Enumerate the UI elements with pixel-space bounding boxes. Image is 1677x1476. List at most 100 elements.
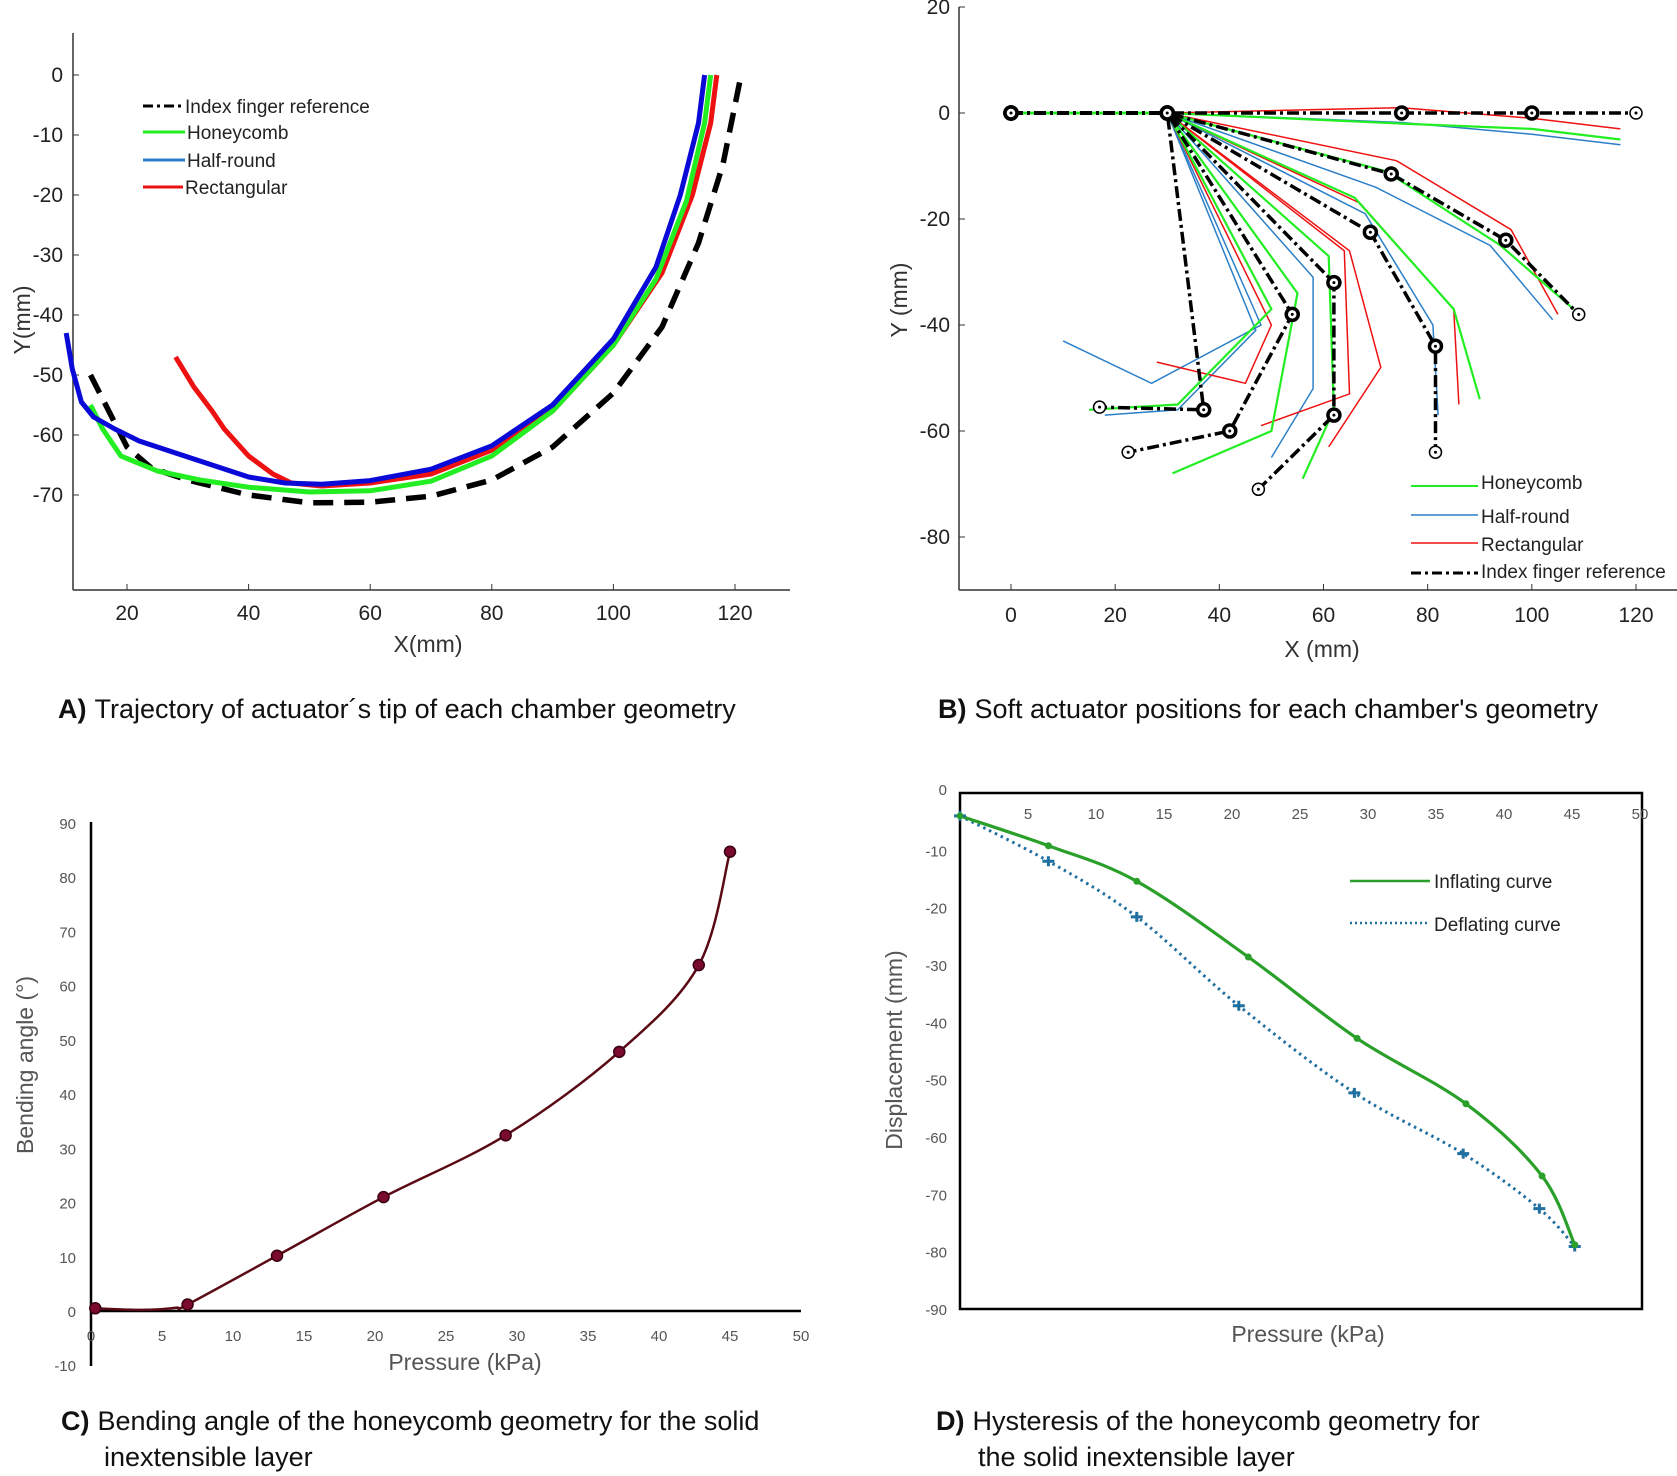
ytick-label-d: -20 <box>925 901 947 918</box>
xtick-label-c: 40 <box>651 1328 668 1345</box>
caption-d-label: D) <box>936 1406 965 1436</box>
point-d-inflating <box>1462 1100 1470 1108</box>
xtick-label-d: 35 <box>1428 806 1445 823</box>
legend-a-halfround: Half-round <box>187 151 276 172</box>
xtick-label-d: 40 <box>1496 806 1513 823</box>
caption-c: C) Bending angle of the honeycomb geometr… <box>61 1406 759 1436</box>
caption-b-label: B) <box>938 694 967 724</box>
joint-b-center <box>1228 429 1232 433</box>
ylabel-c: Bending angle (°) <box>12 976 38 1154</box>
ytick-label-d: -50 <box>925 1073 947 1090</box>
ytick-label-b: -20 <box>920 208 950 231</box>
chart-panel-b: 0 20 40 60 80 100 120 20 0 -20 -40 -60 -80 Y (mm) X … <box>886 0 1677 662</box>
point-d-inflating <box>1133 877 1141 885</box>
xlabel-d: Pressure (kPa) <box>1231 1321 1384 1347</box>
legend-b-ref: Index finger reference <box>1481 562 1666 583</box>
xtick-label-d: 30 <box>1360 806 1377 823</box>
xlabel-a: X(mm) <box>394 631 463 657</box>
point-d-inflating <box>1044 842 1052 850</box>
xtick-label-d: 25 <box>1292 806 1309 823</box>
joint-b-center <box>1504 238 1508 242</box>
ytick-label-c: 50 <box>59 1033 76 1050</box>
legend-b-halfround: Half-round <box>1481 507 1570 528</box>
xtick-label-b: 120 <box>1618 604 1653 627</box>
ytick-label-c: 40 <box>59 1087 76 1104</box>
ytick-label-a: -20 <box>33 184 63 207</box>
ytick-label-d: -80 <box>925 1245 947 1262</box>
ytick-label-b: 20 <box>927 0 950 19</box>
joint-b-center <box>1290 312 1294 316</box>
ytick-label-c: 10 <box>59 1250 76 1267</box>
series-d-deflating <box>959 814 1576 1248</box>
legend-a-ref: Index finger reference <box>185 97 370 118</box>
caption-a-label: A) <box>58 694 87 724</box>
point-c <box>723 845 737 858</box>
chart-panel-c: 0 5 10 15 20 25 30 35 40 45 509080706050403020100-… <box>12 816 809 1375</box>
series-b-reference <box>1011 111 1206 412</box>
point-d-inflating <box>956 812 964 820</box>
series-a-index-finger-reference <box>88 74 744 506</box>
point-c <box>181 1298 194 1311</box>
xtick-label-a: 40 <box>237 602 260 625</box>
ytick-label-c: 70 <box>59 924 76 941</box>
ytick-label-b: 0 <box>938 102 950 125</box>
xtick-label-b: 0 <box>1005 604 1017 627</box>
joint-b-center <box>1634 111 1638 115</box>
point-d-inflating <box>1538 1172 1546 1180</box>
xtick-label-b: 80 <box>1416 604 1439 627</box>
series-b-honeycomb <box>1011 111 1273 411</box>
xtick-label-d: 45 <box>1564 806 1581 823</box>
tick-group-c: 0 5 10 15 20 25 30 35 40 45 509080706050403020100-… <box>54 816 809 1375</box>
joint-b-center <box>1165 111 1169 115</box>
caption-d-text: Hysteresis of the honeycomb geometry for <box>973 1406 1480 1436</box>
xtick-label-c: 0 <box>87 1328 95 1345</box>
joint-b-center <box>1009 111 1013 115</box>
point-d-deflating <box>1042 856 1055 867</box>
xtick-label-a: 100 <box>596 602 631 625</box>
series-group-c <box>89 845 737 1315</box>
xtick-label-d: 15 <box>1156 806 1173 823</box>
series-b-rectangular <box>1011 112 1382 448</box>
caption-d-line2: the solid inextensible layer <box>978 1442 1295 1472</box>
caption-c-text: Bending angle of the honeycomb geometry … <box>98 1406 760 1436</box>
point-d-deflating <box>1232 1000 1245 1011</box>
xlabel-b: X (mm) <box>1284 636 1359 662</box>
legend-b: Honeycomb Half-round Rectangular Index f… <box>1411 473 1666 583</box>
point-d-deflating <box>1533 1203 1546 1214</box>
ytick-label-a: -60 <box>33 424 63 447</box>
series-b-halfround <box>1011 112 1262 385</box>
ylabel-b: Y (mm) <box>886 263 912 338</box>
point-d-deflating <box>1130 911 1143 922</box>
legend-d-inflating: Inflating curve <box>1434 872 1552 893</box>
xtick-label-c: 50 <box>793 1328 810 1345</box>
tick-group-b: 0 20 40 60 80 100 120 20 0 -20 -40 -60 -80 <box>920 0 1654 627</box>
joint-b-center <box>1256 487 1260 491</box>
ytick-label-c: -10 <box>54 1358 76 1375</box>
xtick-label-b: 40 <box>1208 604 1231 627</box>
joint-b-center <box>1368 230 1372 234</box>
joint-b-center <box>1400 111 1404 115</box>
series-a-honeycomb <box>88 74 714 495</box>
caption-c-label: C) <box>61 1406 90 1436</box>
caption-a-text: Trajectory of actuator´s tip of each cha… <box>95 694 737 724</box>
xtick-label-b: 20 <box>1103 604 1126 627</box>
joint-b-center <box>1332 413 1336 417</box>
joint-b-center <box>1202 408 1206 412</box>
point-c <box>89 1302 102 1315</box>
ytick-label-c: 90 <box>59 816 76 833</box>
point-c <box>377 1190 390 1204</box>
xtick-label-d: 50 <box>1632 806 1649 823</box>
xtick-label-c: 25 <box>438 1328 455 1345</box>
series-b-honeycomb <box>1011 111 1481 400</box>
series-b-reference <box>1011 111 1580 316</box>
ytick-label-c: 0 <box>68 1304 76 1321</box>
caption-a: A) Trajectory of actuator´s tip of each c… <box>58 694 736 724</box>
ytick-label-a: -10 <box>33 124 63 147</box>
series-group-b <box>1003 105 1643 497</box>
legend-d-deflating: Deflating curve <box>1434 915 1561 936</box>
series-b-honeycomb <box>1011 111 1299 475</box>
xtick-label-d: 5 <box>1024 806 1032 823</box>
series-a-half-round <box>63 74 708 487</box>
xtick-label-c: 35 <box>580 1328 597 1345</box>
legend-b-honeycomb: Honeycomb <box>1481 473 1582 494</box>
